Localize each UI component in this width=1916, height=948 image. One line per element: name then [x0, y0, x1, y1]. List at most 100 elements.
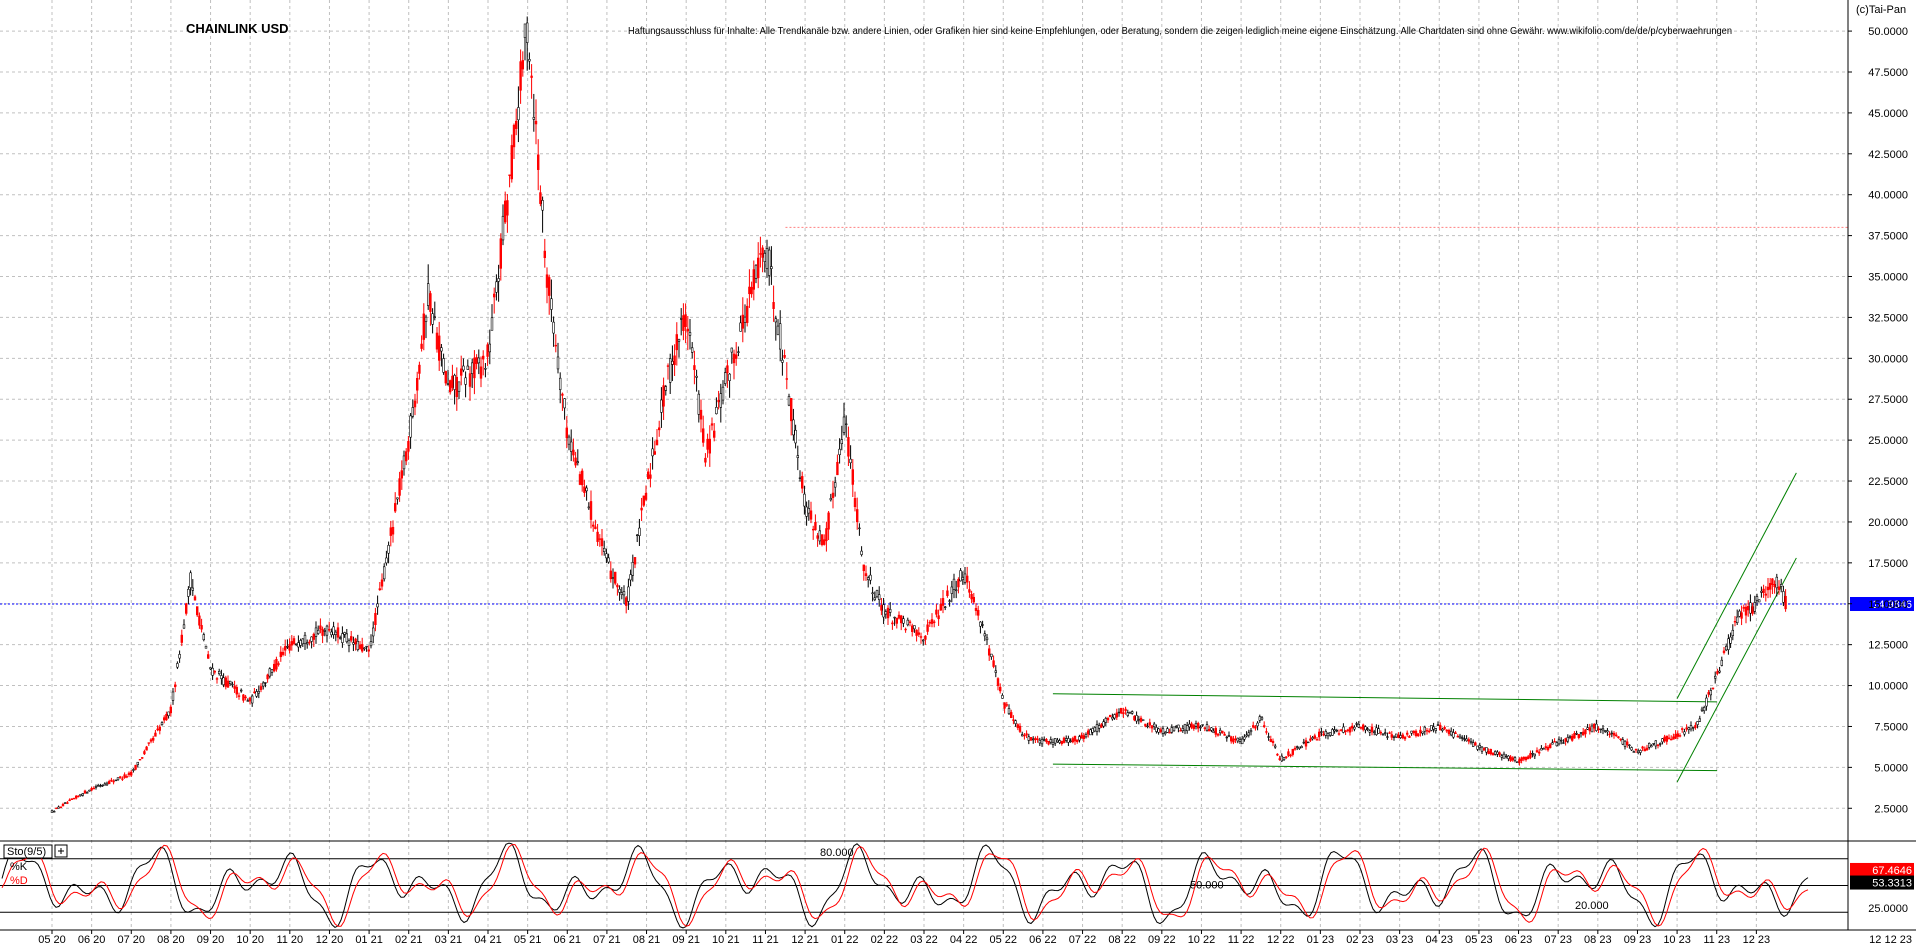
candle-up-body	[1236, 737, 1240, 742]
candle-down-body	[422, 313, 425, 340]
candle-down-body	[891, 622, 894, 625]
candle-down-body	[657, 427, 661, 431]
candle-down-body	[75, 795, 78, 799]
candle-down-body	[827, 512, 830, 530]
candle-up-body	[1500, 755, 1504, 758]
candle-down-body	[1524, 756, 1528, 761]
candle-up-body	[490, 317, 494, 331]
candle-up-body	[356, 641, 359, 650]
candle-up-body	[1049, 739, 1053, 743]
candle-up-body	[99, 785, 102, 787]
candle-up-body	[464, 377, 467, 385]
candle-up-body	[796, 455, 800, 458]
candle-up-body	[1590, 725, 1594, 733]
candle-up-body	[607, 557, 610, 563]
candle-down-body	[1304, 740, 1308, 747]
time-tick-label: 06 20	[78, 934, 106, 946]
candle-down-body	[578, 474, 582, 485]
candle-down-body	[1287, 751, 1290, 756]
chart-labels: CHAINLINK USD Haftungsausschluss für Inh…	[186, 4, 1906, 37]
candle-down-body	[899, 615, 903, 624]
candle-down-body	[321, 628, 324, 636]
candle-down-body	[110, 779, 113, 782]
candle-up-body	[1227, 735, 1231, 737]
candle-down-body	[1771, 578, 1774, 585]
candle-up-body	[1084, 734, 1088, 738]
candle-down-body	[1034, 738, 1037, 741]
candle-up-body	[97, 785, 100, 787]
candle-down-body	[1309, 738, 1312, 741]
candle-down-body	[1214, 728, 1218, 735]
candle-down-body	[437, 335, 441, 361]
candle-up-body	[1357, 723, 1361, 728]
candle-up-body	[921, 639, 925, 642]
candle-down-body	[655, 439, 659, 446]
candle-up-body	[385, 557, 388, 564]
candle-up-body	[1014, 720, 1017, 724]
candle-down-body	[1337, 733, 1341, 735]
candle-up-body	[842, 416, 846, 433]
candle-down-body	[429, 293, 432, 312]
candle-up-body	[303, 634, 307, 645]
candle-down-body	[1289, 754, 1292, 757]
candle-down-body	[772, 302, 775, 309]
candle-up-body	[1238, 739, 1242, 742]
candle-up-body	[1469, 741, 1473, 743]
candle-down-body	[169, 706, 172, 714]
candle-up-body	[1480, 746, 1484, 752]
candle-down-body	[1744, 606, 1748, 616]
candle-up-body	[818, 530, 822, 542]
candle-up-body	[664, 386, 668, 391]
d-value-badge	[1850, 875, 1914, 890]
candle-down-body	[55, 807, 58, 810]
candle-up-body	[959, 570, 962, 582]
candle-down-body	[598, 538, 602, 540]
candle-down-body	[1707, 692, 1710, 695]
candle-down-body	[1678, 735, 1682, 737]
candle-down-body	[941, 598, 945, 606]
candle-up-body	[1274, 745, 1277, 748]
candle-down-body	[1082, 735, 1086, 739]
candle-up-body	[1095, 724, 1099, 732]
candle-down-body	[147, 742, 150, 744]
candle-up-body	[305, 642, 309, 645]
candle-down-body	[279, 651, 282, 658]
candle-down-body	[1577, 734, 1581, 738]
candle-up-body	[1689, 725, 1693, 730]
candle-up-body	[1760, 590, 1763, 593]
candle-up-body	[396, 497, 399, 500]
candle-down-body	[536, 154, 540, 170]
candle-up-body	[167, 711, 170, 716]
candle-down-body	[281, 652, 285, 655]
time-tick-label: 07 22	[1069, 934, 1097, 946]
candle-up-body	[440, 347, 443, 352]
price-tick-label: 47.5000	[1868, 67, 1908, 79]
candle-up-body	[1436, 724, 1440, 726]
k-value-label: 67.4646	[1872, 865, 1912, 877]
candle-down-body	[1023, 734, 1026, 737]
candle-up-body	[189, 572, 192, 588]
candle-up-body	[299, 640, 302, 646]
candle-down-body	[820, 534, 824, 546]
candle-up-body	[660, 399, 663, 413]
time-tick-label: 06 23	[1505, 934, 1533, 946]
candle-up-body	[1654, 740, 1658, 747]
candle-up-body	[1513, 757, 1517, 761]
candle-up-body	[1395, 733, 1398, 738]
candle-down-body	[1348, 727, 1352, 733]
candle-down-body	[1012, 719, 1015, 721]
candle-down-body	[910, 625, 914, 632]
candle-down-body	[1498, 752, 1501, 756]
candle-up-body	[1335, 730, 1339, 732]
candle-up-body	[1718, 670, 1721, 673]
candle-down-body	[1573, 733, 1576, 739]
candle-up-body	[794, 429, 797, 444]
candle-down-body	[358, 644, 362, 649]
candle-down-body	[1159, 729, 1163, 732]
osc-tick-label: 25.0000	[1868, 903, 1908, 915]
time-tick-label: 09 22	[1148, 934, 1176, 946]
candle-down-body	[1313, 735, 1317, 739]
current-price-badge	[1850, 597, 1914, 612]
candle-up-body	[1599, 728, 1603, 731]
candle-down-body	[972, 596, 976, 603]
